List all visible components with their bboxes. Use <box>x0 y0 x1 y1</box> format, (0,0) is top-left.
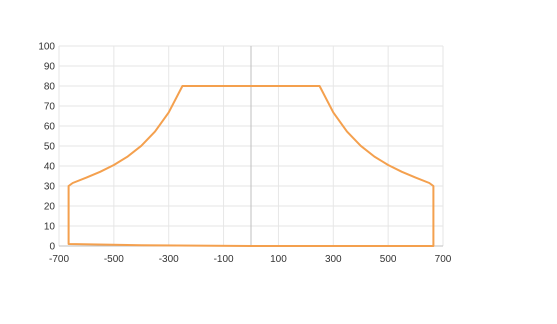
x-tick-label: -100 <box>214 254 234 265</box>
x-tick-label: 300 <box>325 254 342 265</box>
y-tick-label: 20 <box>44 202 56 213</box>
y-tick-label: 50 <box>44 142 56 153</box>
y-tick-label: 100 <box>38 42 55 53</box>
x-tick-label: 100 <box>270 254 287 265</box>
y-tick-label: 30 <box>44 182 56 193</box>
y-tick-label: 70 <box>44 102 56 113</box>
y-axis-ticks: 0 10 20 30 40 50 60 70 80 90 100 <box>38 42 55 253</box>
y-tick-label: 40 <box>44 162 56 173</box>
y-tick-label: 90 <box>44 62 56 73</box>
x-tick-label: -500 <box>104 254 124 265</box>
series-layer <box>67 85 435 247</box>
x-tick-label: 500 <box>380 254 397 265</box>
x-tick-label: -300 <box>159 254 179 265</box>
x-tick-label: 700 <box>435 254 452 265</box>
x-tick-label: -700 <box>49 254 69 265</box>
y-tick-label: 60 <box>44 122 56 133</box>
y-tick-label: 0 <box>49 242 55 253</box>
series-line <box>67 85 435 247</box>
y-tick-label: 80 <box>44 82 56 93</box>
x-axis-ticks: -700 -500 -300 -100 100 300 500 700 <box>49 254 452 265</box>
y-tick-label: 10 <box>44 222 56 233</box>
